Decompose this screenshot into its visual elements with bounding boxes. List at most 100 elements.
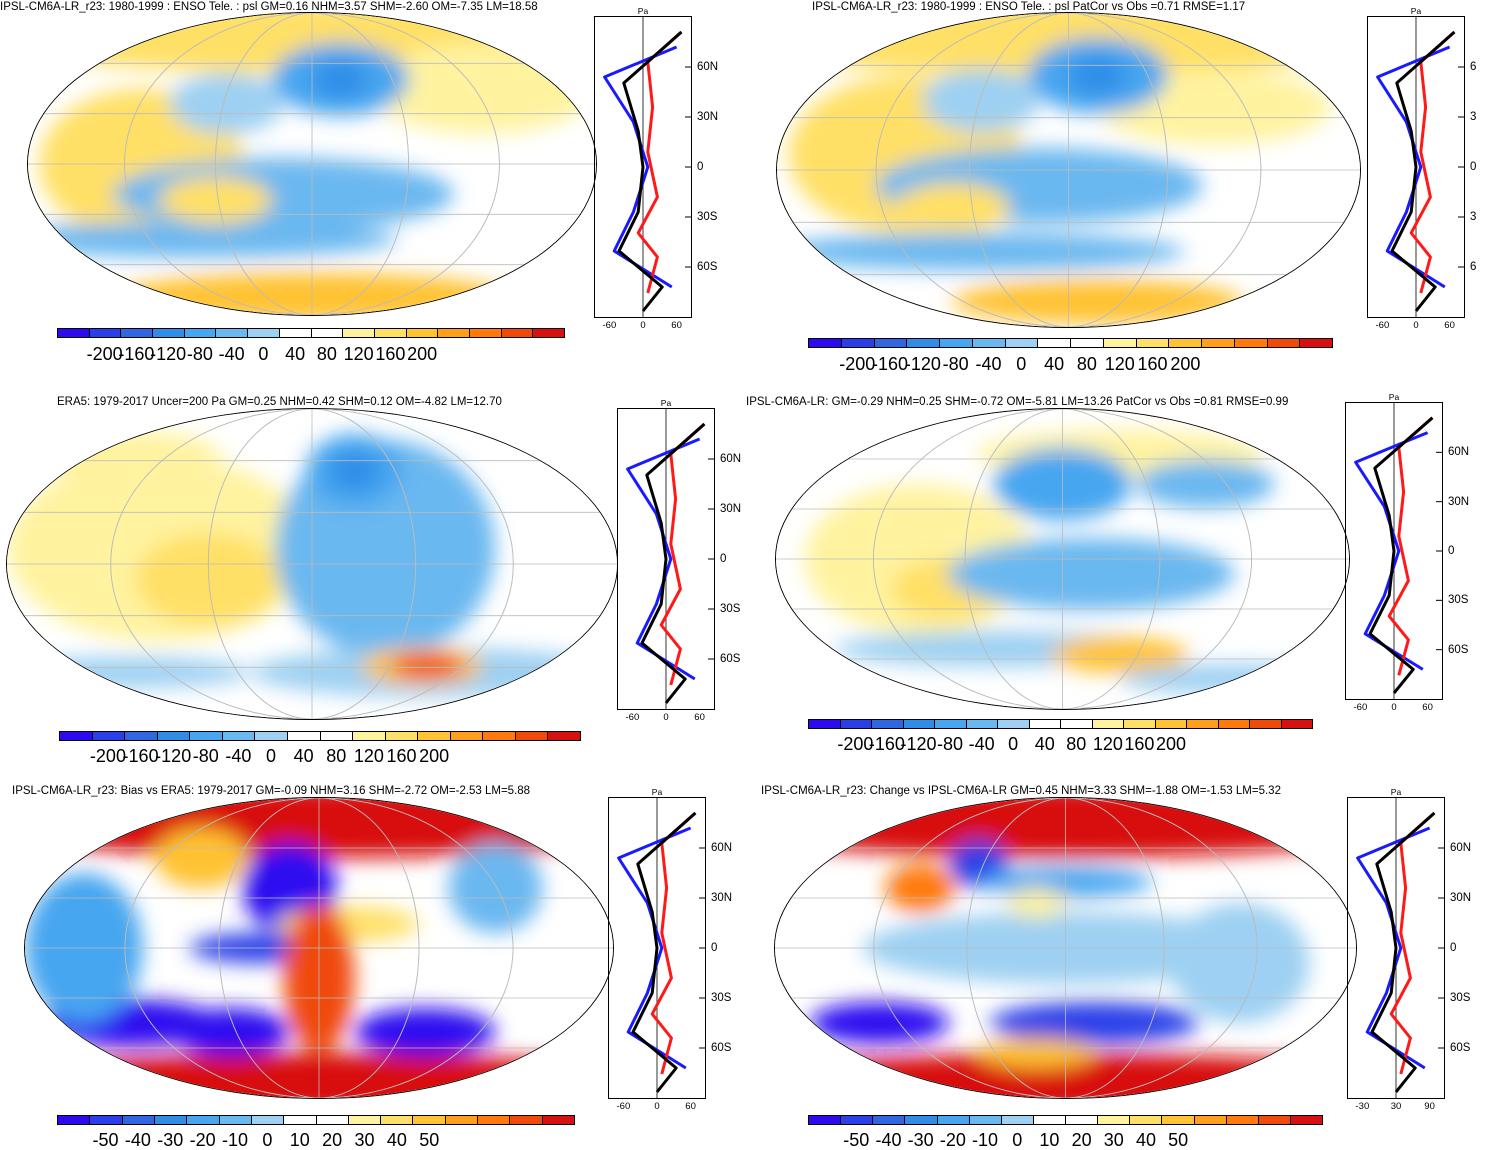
zonal-ytick: 0 <box>711 942 718 954</box>
panel-title: IPSL-CM6A-LR_r23: 1980-1999 : ENSO Tele.… <box>0 1 538 13</box>
colorbar-swatch <box>1187 720 1219 728</box>
zonal-xtick: 60 <box>671 320 682 331</box>
colorbar-label: 120 <box>1104 354 1135 374</box>
zonal-line-blue <box>1376 45 1451 289</box>
colorbar-label: -40 <box>968 734 995 754</box>
zonal-ytick: 60S <box>720 653 741 665</box>
zonal-xtick: 30 <box>1390 1101 1402 1112</box>
panel-title: IPSL-CM6A-LR_r23: Change vs IPSL-CM6A-LR… <box>761 785 1281 797</box>
colorbar-label: -40 <box>124 1130 151 1150</box>
colorbar-label: 160 <box>1124 734 1155 754</box>
colorbar-swatch <box>222 732 256 740</box>
zonal-ytick: 60N <box>697 61 719 73</box>
zonal-xtick: -60 <box>625 712 640 723</box>
colorbar-swatch <box>533 329 564 337</box>
zonal-line-red <box>1389 811 1436 1075</box>
colorbar-swatch <box>187 1116 220 1124</box>
colorbar-swatch <box>1092 720 1124 728</box>
colorbar-swatch <box>841 339 875 347</box>
colorbar-label: 200 <box>1155 734 1186 754</box>
zonal-ytick: 60S <box>697 261 718 273</box>
colorbar-swatch <box>483 732 516 740</box>
zonal-ytick: 30N <box>697 111 719 123</box>
zonal-mean-plot: 60N 30N 0 30S 60S -60 0 60 Pa <box>617 399 741 723</box>
colorbar-swatch <box>1130 1116 1163 1124</box>
zonal-ytick: 0 <box>697 161 704 173</box>
colorbar-swatch <box>450 732 484 740</box>
colorbar-swatch <box>1098 1116 1131 1124</box>
colorbar-swatch <box>966 720 998 728</box>
colorbar-label: -120 <box>155 746 192 766</box>
map-bias[interactable] <box>24 797 614 1099</box>
zonal-unit: Pa <box>660 398 672 408</box>
zonal-mean-plot: 60N 30N 0 30S 60S -30 30 90 Pa <box>1347 788 1471 1112</box>
colorbar-label: -160 <box>868 734 905 754</box>
colorbar-label: -40 <box>225 746 252 766</box>
colorbar-swatch <box>1103 339 1137 347</box>
zonal-mean-plot: 60N 30N 0 30S 60S -60 0 60 Pa <box>1345 393 1469 713</box>
colorbar-label: 40 <box>293 746 314 766</box>
colorbar-swatch <box>445 1116 479 1124</box>
colorbar-label: 10 <box>289 1130 310 1150</box>
colorbar-swatch <box>190 732 223 740</box>
colorbar-label: 40 <box>285 344 306 364</box>
colorbar-label: 0 <box>1008 734 1019 754</box>
zonal-line-blue <box>603 45 678 289</box>
zonal-line-red <box>1409 30 1456 294</box>
colorbar-swatch <box>809 720 841 728</box>
colorbar-swatch <box>1226 1116 1259 1124</box>
colorbar-swatch <box>1218 720 1250 728</box>
colorbar-label: 200 <box>407 344 438 364</box>
colorbar-label: 0 <box>1016 354 1027 374</box>
colorbar-label: -120 <box>900 734 937 754</box>
zonal-xtick: -60 <box>602 320 617 331</box>
panel-title: IPSL-CM6A-LR_r23: 1980-1999 : ENSO Tele.… <box>812 1 1246 13</box>
colorbar-swatch <box>251 1116 285 1124</box>
colorbar-swatch <box>809 1116 842 1124</box>
map-change[interactable] <box>774 797 1357 1099</box>
colorbar-label: 10 <box>1039 1130 1060 1150</box>
colorbar-label: 50 <box>1168 1130 1189 1150</box>
colorbar-swatch <box>316 1116 349 1124</box>
colorbar-swatch <box>1005 339 1039 347</box>
zonal-unit: Pa <box>637 6 649 16</box>
colorbar-swatch <box>413 1116 446 1124</box>
colorbar-swatch <box>874 339 908 347</box>
zonal-xtick: 90 <box>1424 1101 1435 1112</box>
colorbar-label: 40 <box>386 1130 407 1150</box>
zonal-line-blue <box>1356 826 1431 1070</box>
colorbar-swatch <box>1300 339 1332 347</box>
zonal-line-black <box>1390 30 1456 312</box>
colorbar-label: 80 <box>326 746 347 766</box>
map-model-reference[interactable] <box>775 408 1350 710</box>
colorbar <box>57 328 565 338</box>
colorbar-swatch <box>501 329 534 337</box>
zonal-ytick: 3 <box>1470 111 1477 123</box>
zonal-ytick: 30S <box>720 603 741 615</box>
colorbar-label: 20 <box>322 1130 343 1150</box>
colorbar-swatch <box>438 329 470 337</box>
zonal-unit: Pa <box>1388 392 1400 402</box>
zonal-xtick: 0 <box>1391 702 1397 713</box>
map-model-enso[interactable] <box>27 12 597 316</box>
colorbar <box>808 338 1333 348</box>
zonal-mean-plot: 60N 30N 0 30S 60S -60 0 60 Pa <box>608 788 732 1112</box>
zonal-unit: Pa <box>651 787 663 797</box>
colorbar-swatch <box>1290 1116 1322 1124</box>
zonal-ytick: 30S <box>1448 594 1469 607</box>
map-model-patcor[interactable] <box>776 12 1361 328</box>
zonal-mean-plot: 6 3 0 3 6 -60 0 60 Pa <box>1367 7 1476 331</box>
colorbar-swatch <box>935 720 967 728</box>
colorbar-label: -30 <box>157 1130 184 1150</box>
zonal-line-blue <box>1354 431 1429 671</box>
colorbar-swatch <box>60 732 93 740</box>
colorbar-swatch <box>907 339 940 347</box>
colorbar-swatch <box>343 329 375 337</box>
zonal-xtick: 0 <box>640 320 646 331</box>
map-era5[interactable] <box>6 408 618 720</box>
colorbar-swatch <box>1202 339 1235 347</box>
colorbar-swatch <box>154 1116 188 1124</box>
colorbar-swatch <box>1033 1116 1066 1124</box>
zonal-ytick: 60N <box>1448 446 1470 459</box>
colorbar-swatch <box>469 329 502 337</box>
